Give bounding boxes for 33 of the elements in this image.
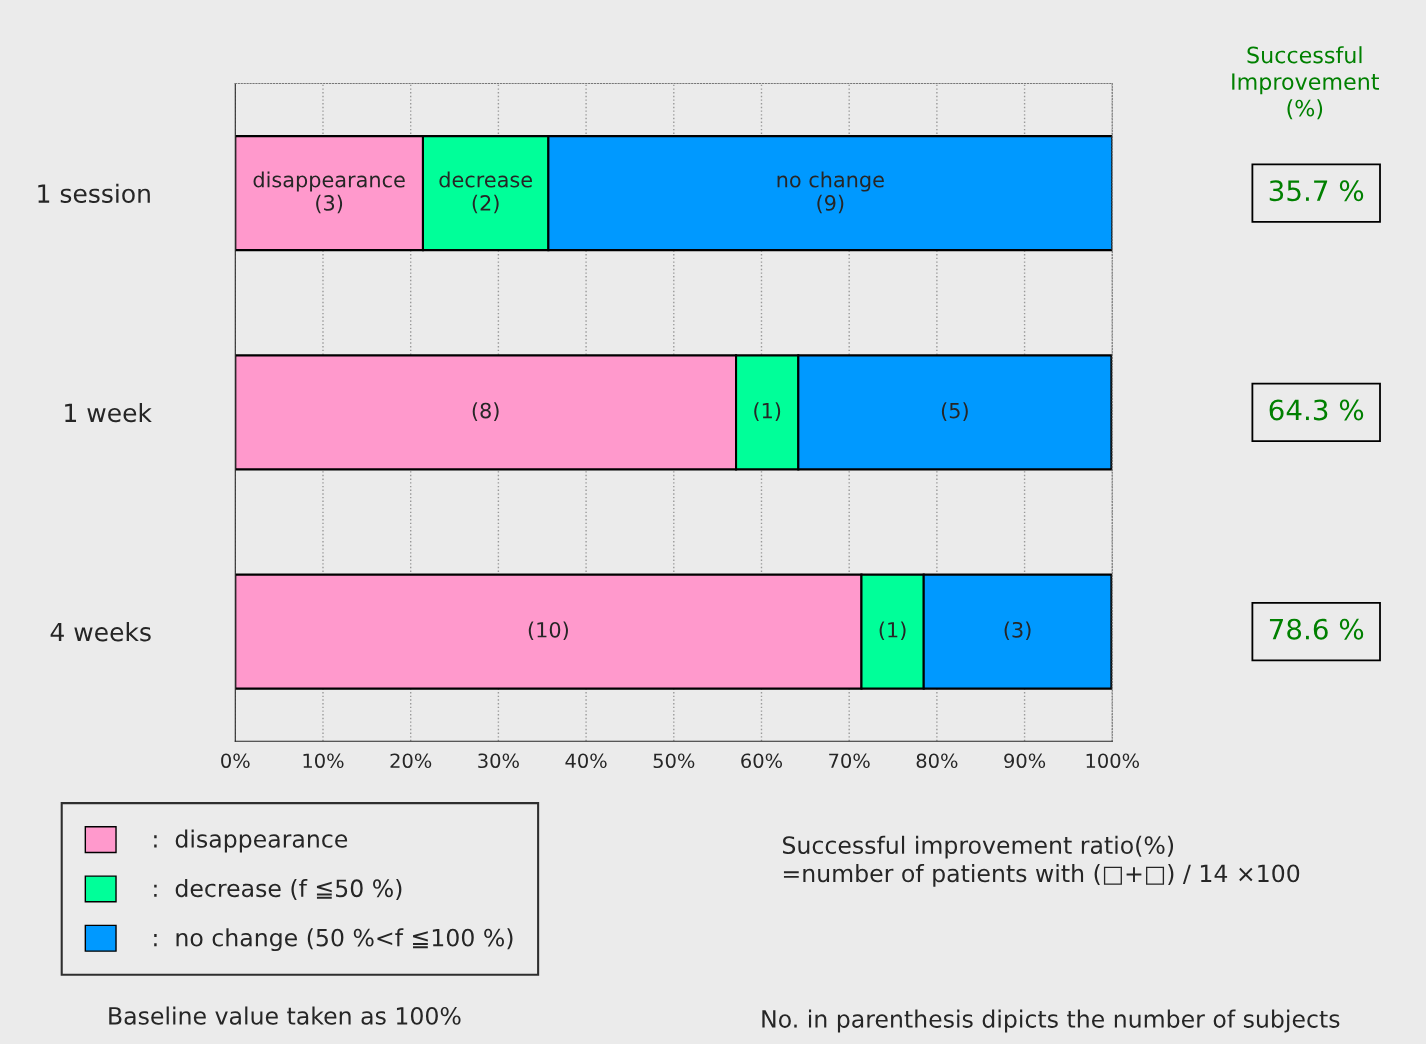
y-tick-label: 4 weeks — [50, 622, 151, 642]
annotation: no change (9) — [777, 171, 884, 214]
text: 64.3 % — [1269, 399, 1364, 421]
x-tick-label: 40% — [565, 753, 607, 769]
annotation: (10) — [528, 621, 568, 641]
legend-label: : decrease (f ≦50 %) — [154, 878, 402, 900]
annotation: decrease (2) — [439, 171, 532, 214]
x-tick-label: 0% — [221, 753, 250, 769]
x-tick-label: 30% — [478, 753, 519, 769]
x-tick-label: 20% — [390, 753, 432, 769]
annotation: disappearance (3) — [253, 171, 405, 214]
x-tick-label: 100% — [1086, 753, 1139, 769]
x-tick-label: 60% — [741, 753, 783, 769]
annotation: (1) — [879, 621, 906, 641]
x-tick-label: 90% — [1004, 753, 1046, 769]
annotation: (1) — [754, 402, 781, 421]
y-tick-label: 1 session — [38, 183, 150, 203]
x-tick-label: 50% — [653, 753, 695, 769]
x-tick-label: 80% — [916, 753, 958, 769]
x-tick-label: 10% — [303, 753, 344, 769]
text: 35.7 % — [1269, 180, 1364, 202]
annotation: (3) — [1004, 621, 1031, 641]
text: 78.6 % — [1269, 618, 1364, 640]
legend-label: : disappearance — [154, 829, 348, 853]
text: Baseline value taken as 100% — [109, 1006, 461, 1025]
annotation: (5) — [941, 402, 968, 421]
text: No. in parenthesis dipicts the number of subjects — [762, 1009, 1340, 1033]
legend-label: : no change (50 %<f ≦100 %) — [154, 928, 513, 952]
text: Successful Improvement (%) — [1232, 46, 1379, 120]
annotation: (8) — [472, 402, 499, 421]
y-tick-label: 1 week — [65, 402, 152, 423]
x-tick-label: 70% — [829, 753, 870, 769]
text: Successful improvement ratio(%) =number of patients with (□+□) / 14 ×100 — [783, 835, 1300, 887]
